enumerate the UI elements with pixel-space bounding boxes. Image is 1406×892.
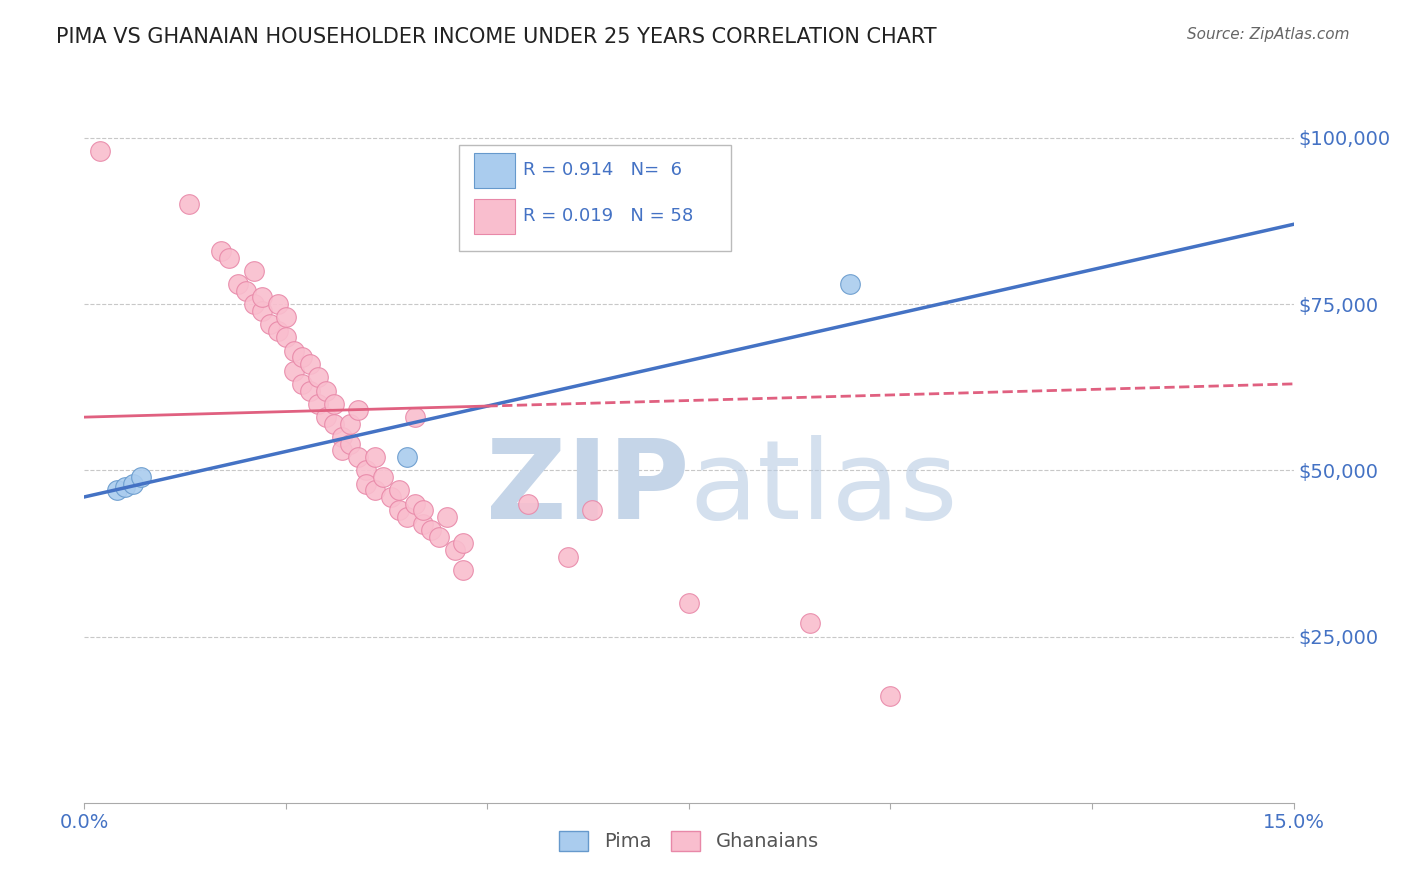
Point (879, 690, 901, 704)
Point (226, 277, 249, 292)
Point (242, 297, 264, 311)
Point (339, 436, 361, 450)
Point (315, 384, 337, 398)
Point (799, 616, 821, 631)
Point (839, 277, 862, 292)
Point (330, 443, 353, 458)
Point (581, 503, 603, 517)
Point (121, 476, 143, 491)
Text: atlas: atlas (689, 434, 957, 541)
FancyBboxPatch shape (474, 199, 515, 235)
Point (404, 497, 426, 511)
Point (209, 244, 232, 258)
Point (380, 490, 402, 504)
Point (363, 450, 385, 464)
Text: R = 0.914   N=  6: R = 0.914 N= 6 (523, 161, 682, 179)
Point (242, 264, 264, 278)
Point (427, 530, 450, 544)
Point (516, 497, 538, 511)
Point (557, 549, 579, 564)
Point (105, 483, 128, 498)
Point (307, 370, 329, 384)
Point (388, 483, 411, 498)
Point (235, 284, 257, 298)
Point (363, 483, 385, 498)
Point (307, 397, 329, 411)
Point (274, 330, 297, 344)
Text: R = 0.019   N = 58: R = 0.019 N = 58 (523, 207, 693, 225)
Point (412, 516, 434, 531)
Point (267, 324, 290, 338)
Point (412, 503, 434, 517)
Point (356, 476, 378, 491)
Point (283, 363, 305, 377)
Point (395, 450, 418, 464)
Point (388, 503, 411, 517)
Point (259, 317, 281, 331)
Point (444, 543, 467, 558)
Point (274, 310, 297, 325)
Point (395, 509, 418, 524)
Legend: Pima, Ghanaians: Pima, Ghanaians (551, 822, 827, 859)
Point (678, 596, 700, 610)
Point (218, 251, 240, 265)
Point (330, 430, 353, 444)
Point (250, 290, 273, 304)
Point (179, 197, 201, 211)
Point (114, 480, 136, 494)
Point (404, 410, 426, 425)
Point (451, 536, 474, 550)
Point (356, 463, 378, 477)
Point (436, 509, 458, 524)
Point (291, 351, 314, 365)
Point (347, 403, 370, 417)
Point (323, 417, 346, 431)
Point (323, 397, 346, 411)
FancyBboxPatch shape (460, 145, 731, 251)
Text: PIMA VS GHANAIAN HOUSEHOLDER INCOME UNDER 25 YEARS CORRELATION CHART: PIMA VS GHANAIAN HOUSEHOLDER INCOME UNDE… (56, 27, 936, 46)
Text: Source: ZipAtlas.com: Source: ZipAtlas.com (1187, 27, 1350, 42)
Point (299, 357, 322, 371)
Point (283, 343, 305, 358)
Point (420, 523, 443, 537)
FancyBboxPatch shape (474, 153, 515, 188)
Point (299, 384, 322, 398)
Point (339, 417, 361, 431)
Point (129, 470, 152, 484)
Point (315, 410, 337, 425)
Point (371, 470, 394, 484)
Text: ZIP: ZIP (485, 434, 689, 541)
Point (347, 450, 370, 464)
Point (291, 376, 314, 391)
Point (250, 303, 273, 318)
Point (89, 144, 111, 158)
Point (267, 297, 290, 311)
Point (451, 563, 474, 577)
